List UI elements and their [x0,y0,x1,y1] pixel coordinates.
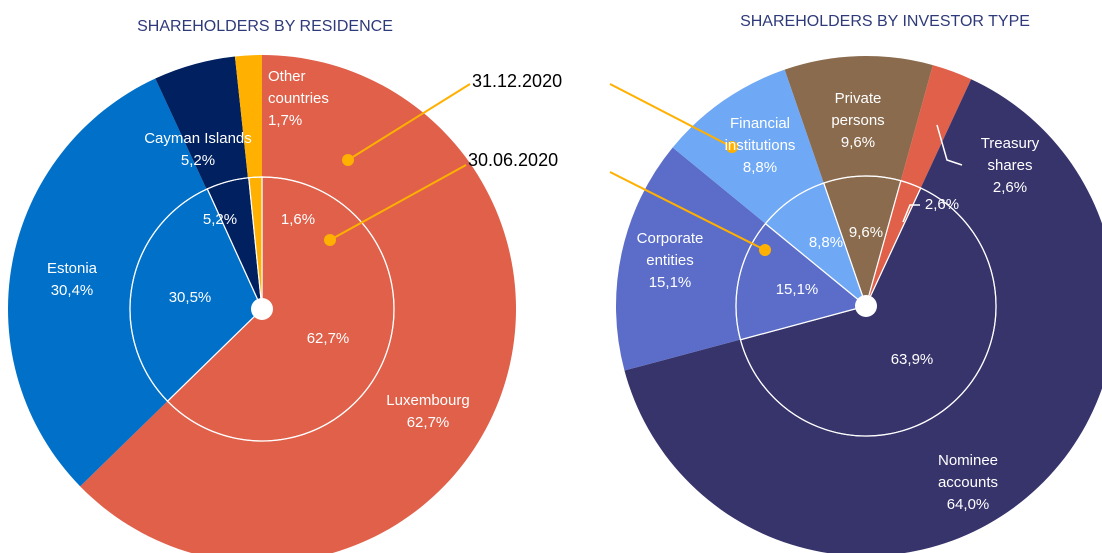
annotation-line [609,83,733,148]
slice-label: Estonia 30,4% [22,258,122,302]
annotation-dot [726,141,738,153]
chart-title: SHAREHOLDERS BY RESIDENCE [137,18,393,35]
value-label: 2,6% [992,179,1028,196]
annotation-line [609,171,766,251]
value-label: 9,6% [840,134,876,151]
category-label: Corporate entities [636,230,704,269]
ring-outline [735,175,997,437]
category-label: Treasury shares [980,135,1040,174]
annotation-dot [342,154,354,166]
category-label: Financial institutions [724,115,796,154]
slice-label: Corporate entities 15,1% [620,228,720,294]
annotation: 30.06.2020 [468,150,559,170]
value-label: 15,1% [648,274,692,291]
value-label: 5,2% [202,211,238,228]
value-label: 1,7% [268,112,303,129]
center-dot [251,298,273,320]
slices [7,55,1102,553]
value-label: 8,8% [808,234,844,251]
annotation-line [347,83,471,161]
value-label: 63,9% [890,351,934,368]
category-label: Luxembourg [386,392,470,409]
center-dot [855,295,877,317]
value-label: 5,2% [180,152,216,169]
value-label: 2,6% [924,196,960,213]
value-label: 62,7% [406,414,450,431]
category-label: Nominee accounts [937,452,999,491]
leader-line [902,204,920,223]
slice-label: Financial institutions 8,8% [705,113,815,179]
slice-label: Private persons 9,6% [813,88,903,154]
value-label: 15,1% [775,281,819,298]
slice-label: Cayman Islands 5,2% [133,128,263,172]
value-label: 30,4% [50,282,94,299]
category-label: Cayman Islands [144,130,252,147]
value-label: 8,8% [742,159,778,176]
annotation-dot [324,234,336,246]
chart-title: SHAREHOLDERS BY INVESTOR TYPE [740,13,1030,30]
slice-label: Treasury shares 2,6% [965,133,1055,199]
annotation-dot [759,244,771,256]
value-label: 9,6% [848,224,884,241]
slice-label: Luxembourg 62,7% [368,390,488,434]
slice-label: Other countries 1,7% [268,66,358,132]
leaders [324,83,963,256]
annotation: 31.12.2020 [472,71,563,91]
slice-label: Nominee accounts 64,0% [918,450,1018,516]
leader-line [936,124,963,166]
category-label: Private persons [831,90,885,129]
annotation-line [329,164,467,241]
ring-outline [129,176,395,442]
value-label: 30,5% [168,289,212,306]
category-label: Estonia [46,260,98,277]
value-label: 62,7% [306,330,350,347]
category-label: Other countries [268,68,329,107]
value-label: 1,6% [280,211,316,228]
value-label: 64,0% [946,496,990,513]
